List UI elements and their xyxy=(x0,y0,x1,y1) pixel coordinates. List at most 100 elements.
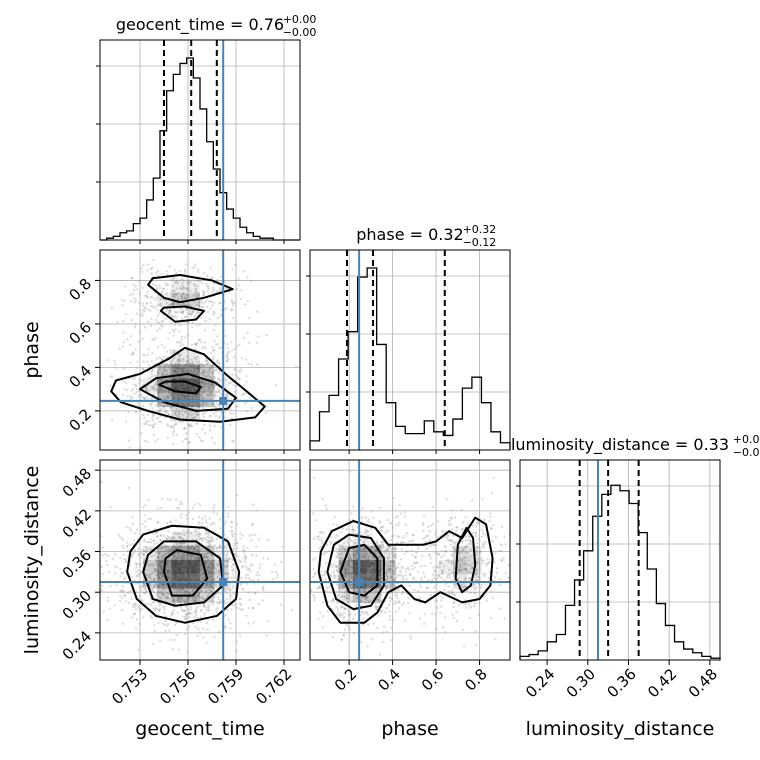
sample-point xyxy=(246,569,250,572)
sample-point xyxy=(210,436,214,440)
sample-point xyxy=(396,600,399,604)
sample-point xyxy=(227,618,231,622)
sample-point xyxy=(155,607,158,611)
sample-point xyxy=(201,371,204,375)
y-tick-label: 0.2 xyxy=(65,405,95,435)
sample-point xyxy=(443,578,446,582)
sample-point xyxy=(324,504,327,507)
sample-point xyxy=(458,563,462,566)
sample-point xyxy=(176,359,179,363)
sample-point xyxy=(189,557,193,560)
sample-point xyxy=(215,546,218,550)
sample-point xyxy=(224,378,227,381)
sample-point xyxy=(192,599,196,602)
sample-point xyxy=(474,578,478,582)
sample-point xyxy=(177,536,181,539)
sample-point xyxy=(138,610,141,613)
sample-point xyxy=(133,377,137,381)
sample-point xyxy=(322,600,325,604)
sample-point xyxy=(185,293,188,296)
sample-point xyxy=(320,530,323,534)
sample-point xyxy=(191,588,195,592)
sample-point xyxy=(152,385,155,388)
sample-point xyxy=(238,598,241,601)
sample-point xyxy=(182,292,185,295)
sample-point xyxy=(352,529,356,532)
sample-point xyxy=(423,536,427,539)
sample-point xyxy=(197,592,200,595)
sample-point xyxy=(134,348,137,351)
sample-point xyxy=(464,585,468,588)
sample-point xyxy=(199,383,203,387)
sample-point xyxy=(209,540,213,543)
sample-point xyxy=(443,550,446,553)
sample-point xyxy=(345,623,348,627)
sample-point xyxy=(181,288,184,291)
sample-point xyxy=(193,595,197,598)
sample-point xyxy=(426,534,430,538)
sample-point xyxy=(392,555,395,558)
sample-point xyxy=(135,411,138,414)
density-cell xyxy=(200,364,215,379)
sample-point xyxy=(313,598,316,602)
sample-point xyxy=(384,551,387,554)
sample-point xyxy=(482,546,486,549)
sample-point xyxy=(199,316,203,320)
sample-point xyxy=(148,575,151,578)
sample-point xyxy=(372,556,376,559)
sample-point xyxy=(393,577,397,581)
sample-point xyxy=(499,584,502,587)
sample-point xyxy=(193,366,196,369)
sample-point xyxy=(211,559,215,562)
sample-point xyxy=(187,441,191,444)
sample-point xyxy=(203,605,206,609)
sample-point xyxy=(216,278,219,282)
sample-point xyxy=(478,578,481,582)
sample-point xyxy=(336,553,339,556)
sample-point xyxy=(388,567,392,571)
sample-point xyxy=(180,557,183,560)
sample-point xyxy=(165,372,169,376)
sample-point xyxy=(101,554,105,557)
sample-point xyxy=(192,599,196,603)
sample-point xyxy=(211,276,214,279)
sample-point xyxy=(165,410,168,414)
sample-point xyxy=(172,431,175,434)
sample-point xyxy=(146,307,149,311)
sample-point xyxy=(346,540,349,543)
sample-point xyxy=(249,564,253,567)
y-tick-label: 0.30 xyxy=(59,587,95,623)
sample-point xyxy=(215,335,219,338)
sample-point xyxy=(206,582,209,585)
sample-point xyxy=(204,319,207,323)
sample-point xyxy=(195,404,199,407)
sample-point xyxy=(224,334,227,338)
sample-point xyxy=(401,577,405,581)
sample-point xyxy=(343,549,346,552)
sample-point xyxy=(352,631,356,635)
sample-point xyxy=(241,588,245,591)
sample-point xyxy=(125,541,128,544)
sample-point xyxy=(134,322,137,326)
sample-point xyxy=(148,594,151,597)
sample-point xyxy=(152,584,156,588)
sample-point xyxy=(455,529,458,532)
x-tick-label: 0.30 xyxy=(563,665,599,701)
sample-point xyxy=(250,363,254,366)
sample-point xyxy=(240,560,243,563)
contour-line xyxy=(139,372,237,412)
sample-point xyxy=(153,577,156,581)
sample-point xyxy=(230,300,234,304)
sample-point xyxy=(121,393,125,396)
sample-point xyxy=(181,370,185,373)
sample-point xyxy=(155,271,158,275)
sample-point xyxy=(194,348,197,351)
sample-point xyxy=(397,607,401,610)
sample-point xyxy=(191,538,195,541)
sample-point xyxy=(198,604,202,607)
sample-point xyxy=(247,591,250,594)
sample-point xyxy=(213,311,216,315)
sample-point xyxy=(360,600,363,603)
sample-point xyxy=(226,608,229,612)
sample-point xyxy=(135,570,138,574)
